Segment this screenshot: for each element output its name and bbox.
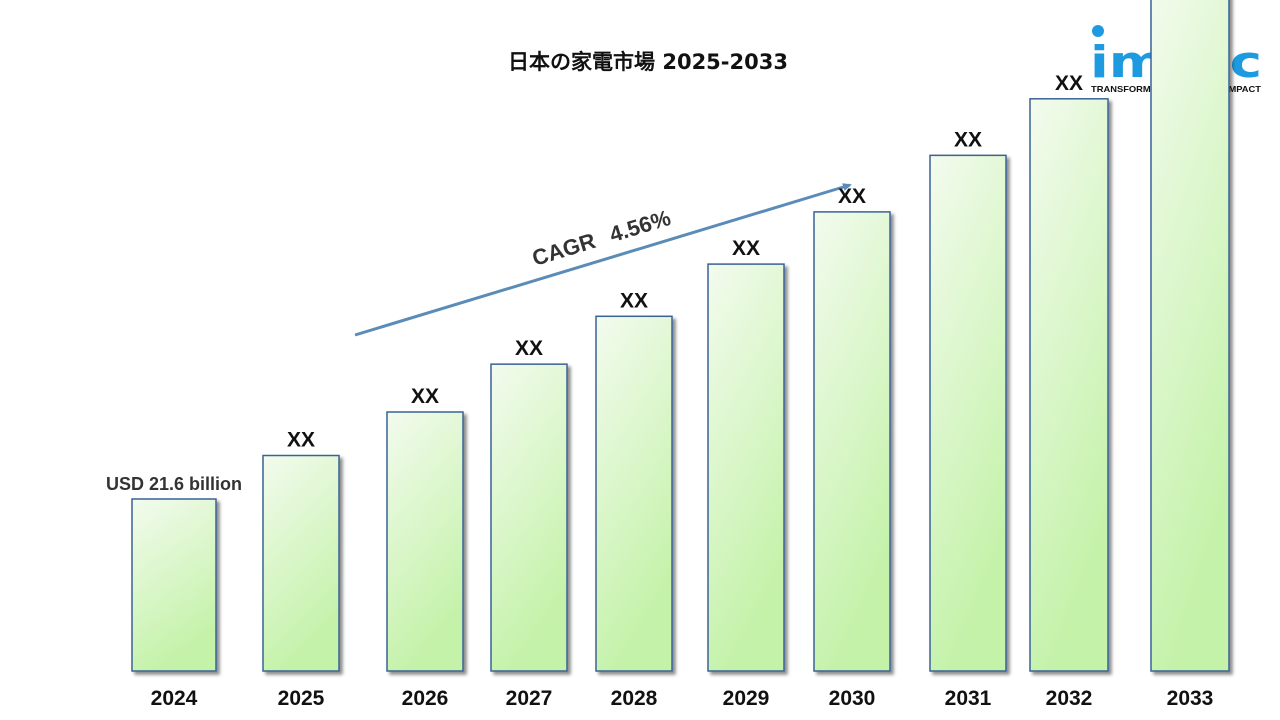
x-tick-2026: 2026 <box>402 687 449 710</box>
cagr-arrow <box>354 183 852 337</box>
bar-2033 <box>1150 0 1230 672</box>
logo-dot-icon <box>1092 25 1104 37</box>
data-labels-group: USD 21.6 billionXXXXXXXXXXXXXXXXUSD 33.4… <box>106 72 1083 494</box>
bar-2029 <box>707 263 785 672</box>
x-tick-2027: 2027 <box>506 687 553 710</box>
bar-2030 <box>813 211 891 672</box>
x-tick-2024: 2024 <box>151 687 198 710</box>
data-label-2029: XX <box>732 237 760 260</box>
bars-group <box>131 0 1230 672</box>
x-tick-2025: 2025 <box>278 687 325 710</box>
data-label-2024: USD 21.6 billion <box>106 474 242 494</box>
bar-2026 <box>386 411 464 672</box>
data-label-2032: XX <box>1055 72 1083 95</box>
x-axis-tick-labels: 2024 2025 2026 2027 2028 2029 2030 2031 2032 2033 <box>151 687 1214 710</box>
bar-2032 <box>1029 98 1109 672</box>
bar-2028 <box>595 315 673 672</box>
data-label-2031: XX <box>954 128 982 151</box>
x-tick-2033: 2033 <box>1167 687 1214 710</box>
data-label-2025: XX <box>287 429 315 452</box>
data-label-2028: XX <box>620 289 648 312</box>
bar-2025 <box>262 454 340 672</box>
bar-2024 <box>131 498 217 672</box>
x-tick-2032: 2032 <box>1046 687 1093 710</box>
data-label-2026: XX <box>411 385 439 408</box>
data-label-2030: XX <box>838 185 866 208</box>
x-tick-2031: 2031 <box>945 687 992 710</box>
bar-2027 <box>490 363 568 672</box>
x-tick-2028: 2028 <box>611 687 658 710</box>
data-label-2027: XX <box>515 337 543 360</box>
chart-title: 日本の家電市場 2025-2033 <box>508 50 788 74</box>
x-tick-2030: 2030 <box>829 687 876 710</box>
x-tick-2029: 2029 <box>723 687 770 710</box>
bar-2031 <box>929 154 1007 672</box>
